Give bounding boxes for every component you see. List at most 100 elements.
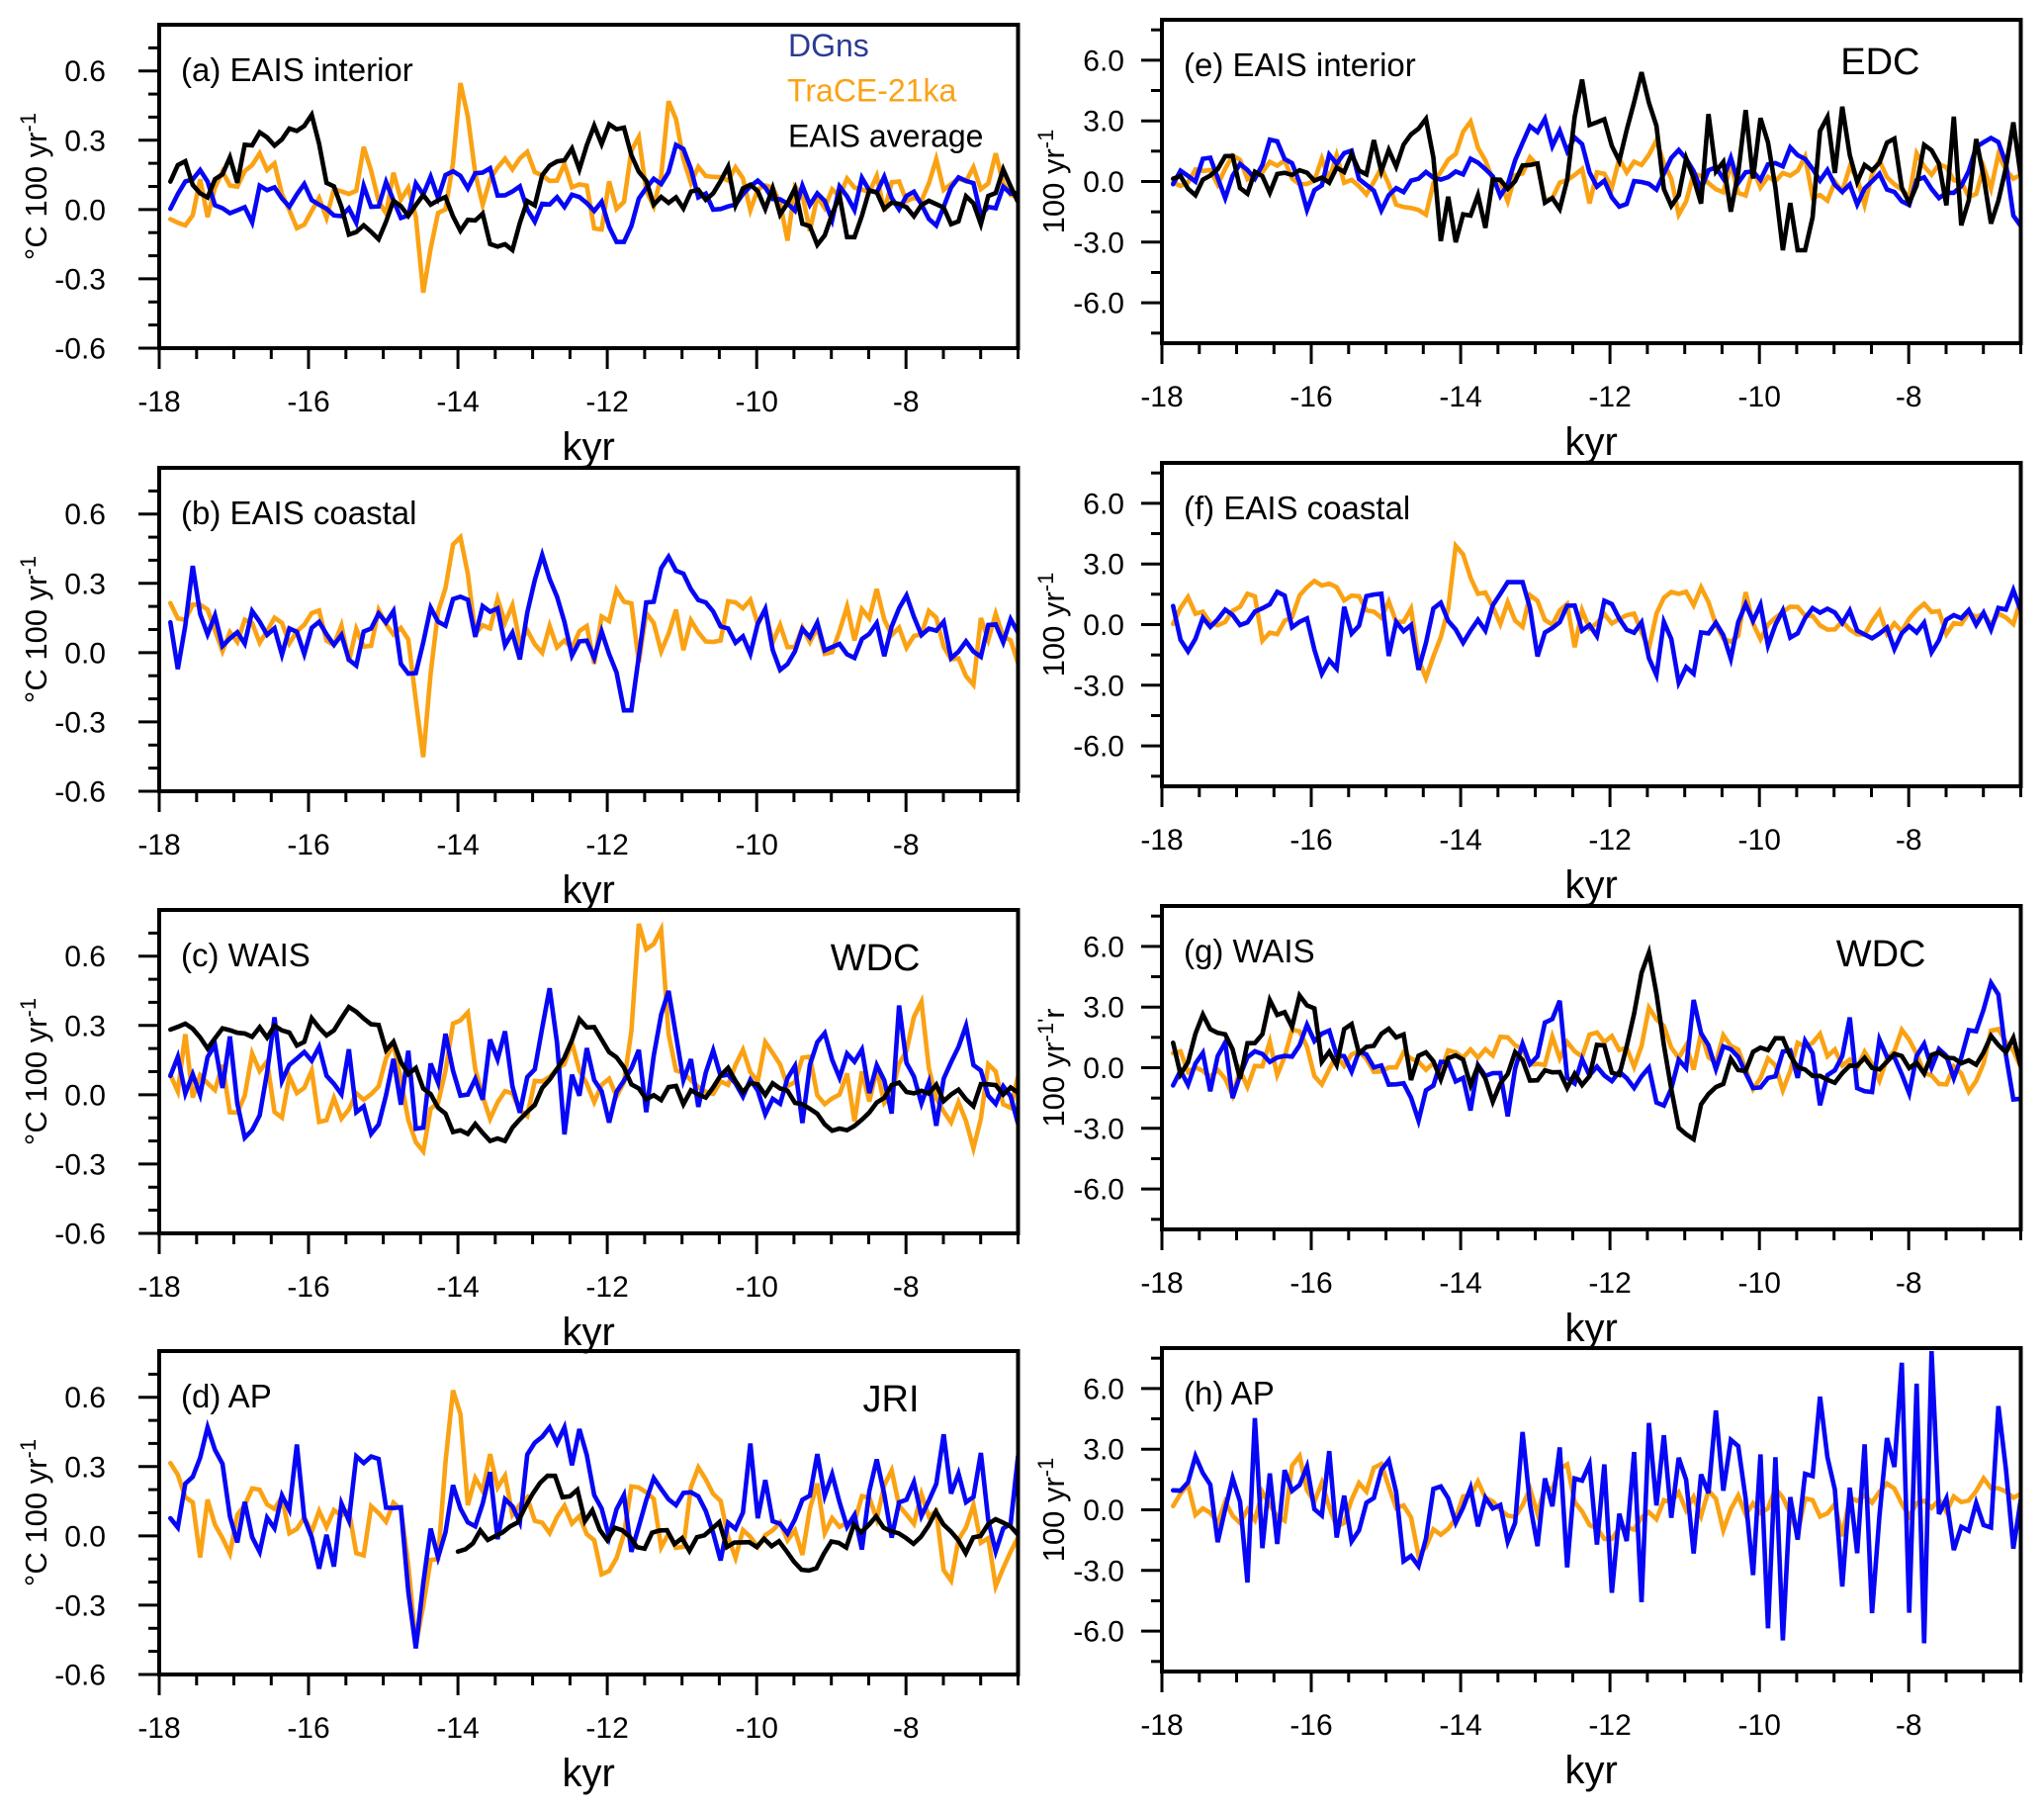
svg-text:-8: -8: [893, 386, 920, 418]
svg-text:-3.0: -3.0: [1073, 226, 1124, 259]
svg-text:-6.0: -6.0: [1073, 1616, 1124, 1649]
svg-text:6.0: 6.0: [1083, 931, 1124, 963]
svg-text:-8: -8: [1896, 1267, 1922, 1300]
svg-text:-8: -8: [893, 1271, 920, 1304]
svg-text:3.0: 3.0: [1083, 549, 1124, 582]
svg-text:-0.6: -0.6: [54, 776, 106, 809]
svg-text:-14: -14: [436, 1712, 479, 1745]
svg-text:-3.0: -3.0: [1073, 1113, 1124, 1145]
svg-text:-10: -10: [1738, 381, 1781, 413]
svg-text:-10: -10: [736, 829, 778, 861]
svg-text:kyr: kyr: [1565, 1749, 1618, 1792]
svg-text:(c) WAIS: (c) WAIS: [181, 937, 311, 973]
svg-text:-16: -16: [1289, 1709, 1332, 1742]
svg-text:-14: -14: [1439, 824, 1481, 857]
svg-text:-18: -18: [137, 1712, 180, 1745]
svg-text:(d) AP: (d) AP: [181, 1378, 272, 1414]
svg-text:-6.0: -6.0: [1073, 288, 1124, 320]
svg-text:-8: -8: [893, 1712, 920, 1745]
svg-text:-16: -16: [287, 829, 329, 861]
svg-text:-12: -12: [585, 829, 628, 861]
svg-text:-3.0: -3.0: [1073, 1555, 1124, 1587]
svg-text:-16: -16: [1289, 1267, 1332, 1300]
svg-text:°C 100 yr-1: °C 100 yr-1: [16, 998, 53, 1145]
svg-text:-14: -14: [1439, 1709, 1481, 1742]
svg-text:-8: -8: [1896, 824, 1922, 857]
svg-text:EDC: EDC: [1840, 42, 1919, 83]
svg-text:kyr: kyr: [1565, 1307, 1618, 1350]
svg-text:kyr: kyr: [1565, 420, 1618, 464]
svg-text:-0.3: -0.3: [54, 1589, 106, 1622]
svg-text:3.0: 3.0: [1083, 992, 1124, 1025]
svg-text:-18: -18: [1140, 1267, 1183, 1300]
svg-text:-10: -10: [736, 1271, 778, 1304]
svg-text:-10: -10: [736, 1712, 778, 1745]
svg-text:-12: -12: [585, 1271, 628, 1304]
svg-text:0.6: 0.6: [64, 1382, 106, 1414]
svg-text:-18: -18: [137, 829, 180, 861]
svg-text:-6.0: -6.0: [1073, 1174, 1124, 1207]
svg-text:-18: -18: [137, 386, 180, 418]
svg-text:-0.3: -0.3: [54, 263, 106, 296]
svg-text:(f) EAIS coastal: (f) EAIS coastal: [1184, 490, 1410, 526]
svg-text:(g) WAIS: (g) WAIS: [1184, 933, 1315, 969]
svg-text:0.0: 0.0: [64, 1079, 106, 1112]
svg-text:(a) EAIS interior: (a) EAIS interior: [181, 51, 413, 88]
svg-text:0.0: 0.0: [64, 1520, 106, 1553]
svg-text:3.0: 3.0: [1083, 106, 1124, 138]
svg-text:6.0: 6.0: [1083, 488, 1124, 520]
svg-text:-0.6: -0.6: [54, 1219, 106, 1251]
svg-text:-0.6: -0.6: [54, 333, 106, 366]
svg-text:WDC: WDC: [831, 938, 921, 979]
svg-text:kyr: kyr: [563, 425, 615, 469]
svg-text:kyr: kyr: [563, 868, 615, 912]
svg-text:kyr: kyr: [1565, 863, 1618, 907]
svg-text:6.0: 6.0: [1083, 1373, 1124, 1405]
svg-text:-10: -10: [1738, 1267, 1781, 1300]
svg-text:-8: -8: [893, 829, 920, 861]
svg-text:-18: -18: [1140, 381, 1183, 413]
svg-text:100 yr-1: 100 yr-1: [1033, 1458, 1071, 1563]
svg-text:100 yr-1ʹr: 100 yr-1ʹr: [1033, 1008, 1071, 1127]
svg-text:-6.0: -6.0: [1073, 731, 1124, 764]
svg-text:-12: -12: [585, 1712, 628, 1745]
svg-text:0.0: 0.0: [1083, 609, 1124, 642]
svg-text:3.0: 3.0: [1083, 1434, 1124, 1467]
svg-text:-16: -16: [1289, 824, 1332, 857]
svg-text:-12: -12: [585, 386, 628, 418]
svg-text:-12: -12: [1588, 1709, 1631, 1742]
svg-text:°C 100 yr-1: °C 100 yr-1: [16, 556, 53, 703]
svg-text:(b) EAIS coastal: (b) EAIS coastal: [181, 495, 416, 531]
svg-text:-0.6: -0.6: [54, 1660, 106, 1692]
svg-text:0.6: 0.6: [64, 55, 106, 88]
svg-text:-14: -14: [1439, 381, 1481, 413]
svg-text:6.0: 6.0: [1083, 45, 1124, 77]
svg-text:-16: -16: [287, 386, 329, 418]
svg-text:-12: -12: [1588, 1267, 1631, 1300]
svg-text:-14: -14: [436, 829, 479, 861]
svg-text:-18: -18: [1140, 824, 1183, 857]
svg-text:°C 100 yr-1: °C 100 yr-1: [16, 113, 53, 260]
svg-text:-8: -8: [1896, 1709, 1922, 1742]
svg-text:100 yr-1: 100 yr-1: [1033, 130, 1071, 234]
svg-text:100 yr-1: 100 yr-1: [1033, 573, 1071, 678]
svg-text:0.3: 0.3: [64, 1451, 106, 1484]
svg-text:-12: -12: [1588, 381, 1631, 413]
svg-text:0.0: 0.0: [64, 194, 106, 226]
svg-text:JRI: JRI: [863, 1379, 920, 1420]
svg-text:-14: -14: [436, 1271, 479, 1304]
svg-text:0.3: 0.3: [64, 568, 106, 600]
svg-text:0.6: 0.6: [64, 498, 106, 531]
svg-text:-8: -8: [1896, 381, 1922, 413]
svg-text:-16: -16: [1289, 381, 1332, 413]
svg-text:0.3: 0.3: [64, 1010, 106, 1042]
svg-text:-18: -18: [1140, 1709, 1183, 1742]
svg-text:EAIS average: EAIS average: [788, 119, 983, 154]
svg-text:-0.3: -0.3: [54, 706, 106, 739]
svg-text:-0.3: -0.3: [54, 1148, 106, 1181]
svg-text:-10: -10: [1738, 824, 1781, 857]
svg-text:0.6: 0.6: [64, 941, 106, 973]
svg-text:-12: -12: [1588, 824, 1631, 857]
svg-text:-14: -14: [436, 386, 479, 418]
svg-text:kyr: kyr: [563, 1752, 615, 1795]
